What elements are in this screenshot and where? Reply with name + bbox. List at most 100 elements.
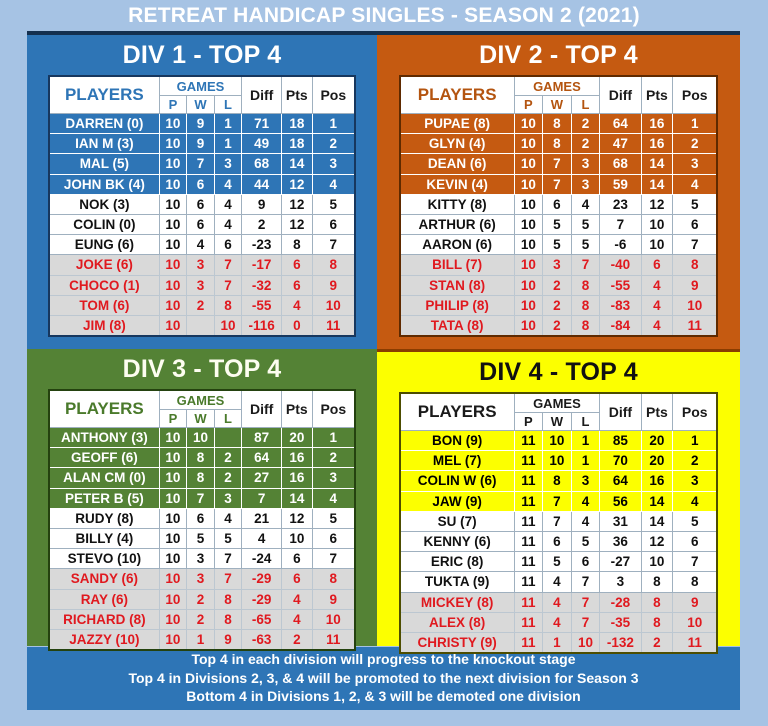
pos-cell: 3 bbox=[311, 467, 356, 489]
table-row: PUPAE (8) 10 8 2 64 16 1 bbox=[399, 112, 718, 135]
player-cell: TOM (6) bbox=[48, 294, 160, 316]
l-cell: 1 bbox=[570, 429, 601, 452]
l-cell: 6 bbox=[213, 234, 243, 256]
pts-cell: 12 bbox=[281, 193, 313, 215]
pos-cell: 10 bbox=[311, 294, 356, 316]
pts-cell: 12 bbox=[281, 213, 313, 236]
diff-cell: 7 bbox=[599, 213, 642, 236]
l-cell: 4 bbox=[570, 490, 601, 512]
lost-header: L bbox=[570, 95, 601, 114]
diff-cell: 70 bbox=[599, 450, 642, 472]
pts-cell: 2 bbox=[640, 631, 674, 654]
diff-cell: -35 bbox=[599, 611, 642, 633]
l-cell: 1 bbox=[213, 133, 243, 155]
pts-header: Pts bbox=[640, 392, 674, 431]
played-header: P bbox=[158, 95, 188, 114]
player-cell: SANDY (6) bbox=[48, 568, 160, 590]
p-cell: 10 bbox=[158, 153, 188, 175]
table-row: KENNY (6) 11 6 5 36 12 6 bbox=[399, 530, 718, 553]
diff-cell: 7 bbox=[241, 487, 283, 509]
games-header: GAMES bbox=[158, 75, 243, 96]
player-cell: STEVO (10) bbox=[48, 548, 160, 570]
l-cell: 4 bbox=[213, 193, 243, 215]
pos-header: Pos bbox=[672, 75, 718, 114]
pts-cell: 18 bbox=[281, 112, 313, 135]
lost-header: L bbox=[570, 412, 601, 431]
won-header: W bbox=[542, 95, 572, 114]
p-cell: 11 bbox=[513, 551, 544, 573]
diff-cell: 36 bbox=[599, 530, 642, 553]
pos-cell: 3 bbox=[672, 470, 718, 492]
l-cell: 4 bbox=[570, 510, 601, 532]
footer-notes: Top 4 in each division will progress to … bbox=[27, 647, 740, 710]
division-2-title: DIV 2 - TOP 4 bbox=[479, 41, 638, 69]
pts-cell: 10 bbox=[640, 213, 674, 236]
player-cell: DEAN (6) bbox=[399, 153, 515, 175]
p-cell: 10 bbox=[158, 487, 188, 509]
player-cell: BON (9) bbox=[399, 429, 515, 452]
w-cell: 3 bbox=[186, 254, 215, 276]
pts-cell: 6 bbox=[281, 254, 313, 276]
diff-header: Diff bbox=[599, 392, 642, 431]
pts-cell: 6 bbox=[281, 568, 313, 590]
pos-cell: 1 bbox=[311, 112, 356, 135]
division-1-table: PLAYERS GAMES Diff Pts Pos P W L DARREN … bbox=[48, 75, 356, 338]
pos-cell: 6 bbox=[311, 213, 356, 236]
pts-cell: 20 bbox=[640, 429, 674, 452]
w-cell: 8 bbox=[542, 112, 572, 135]
pos-cell: 4 bbox=[672, 490, 718, 512]
l-cell: 9 bbox=[213, 628, 243, 651]
pts-cell: 0 bbox=[281, 314, 313, 337]
player-cell: ALEX (8) bbox=[399, 611, 515, 633]
diff-cell: -40 bbox=[599, 254, 642, 276]
player-cell: JOKE (6) bbox=[48, 254, 160, 276]
table-row: DARREN (0) 10 9 1 71 18 1 bbox=[48, 112, 356, 135]
p-cell: 10 bbox=[158, 467, 188, 489]
player-cell: KITTY (8) bbox=[399, 193, 515, 215]
w-cell: 2 bbox=[542, 294, 572, 316]
pos-cell: 7 bbox=[311, 548, 356, 570]
footer-line-3: Bottom 4 in Divisions 1, 2, & 3 will be … bbox=[186, 688, 581, 704]
table-row: RAY (6) 10 2 8 -29 4 9 bbox=[48, 588, 356, 610]
pos-cell: 9 bbox=[672, 591, 718, 613]
pos-cell: 5 bbox=[672, 193, 718, 215]
pts-cell: 6 bbox=[281, 548, 313, 570]
player-cell: RICHARD (8) bbox=[48, 608, 160, 630]
pts-cell: 8 bbox=[640, 611, 674, 633]
table-row: MAL (5) 10 7 3 68 14 3 bbox=[48, 153, 356, 175]
l-cell: 4 bbox=[213, 173, 243, 195]
p-cell: 10 bbox=[513, 173, 544, 195]
l-cell: 1 bbox=[213, 112, 243, 135]
p-cell: 11 bbox=[513, 450, 544, 472]
player-cell: CHOCO (1) bbox=[48, 274, 160, 296]
p-cell: 10 bbox=[513, 213, 544, 236]
p-cell: 10 bbox=[158, 628, 188, 651]
w-cell: 2 bbox=[542, 314, 572, 337]
w-cell: 2 bbox=[186, 608, 215, 630]
won-header: W bbox=[186, 409, 215, 428]
won-header: W bbox=[186, 95, 215, 114]
l-cell: 7 bbox=[213, 254, 243, 276]
pts-cell: 16 bbox=[640, 133, 674, 155]
page-title: RETREAT HANDICAP SINGLES - SEASON 2 (202… bbox=[128, 4, 640, 27]
player-cell: JAW (9) bbox=[399, 490, 515, 512]
player-cell: JOHN BK (4) bbox=[48, 173, 160, 195]
games-header: GAMES bbox=[158, 389, 243, 410]
w-cell: 7 bbox=[542, 153, 572, 175]
pos-cell: 5 bbox=[311, 507, 356, 529]
diff-header: Diff bbox=[241, 75, 283, 114]
diff-cell: 2 bbox=[241, 213, 283, 236]
p-cell: 10 bbox=[158, 568, 188, 590]
division-2-panel: DIV 2 - TOP 4 PLAYERS GAMES Diff Pts Pos… bbox=[377, 31, 740, 349]
table-row: CHRISTY (9) 11 1 10 -132 2 11 bbox=[399, 631, 718, 654]
pts-cell: 12 bbox=[640, 530, 674, 553]
table-row: CHOCO (1) 10 3 7 -32 6 9 bbox=[48, 274, 356, 296]
player-cell: IAN M (3) bbox=[48, 133, 160, 155]
diff-cell: -27 bbox=[599, 551, 642, 573]
l-cell: 3 bbox=[570, 173, 601, 195]
player-cell: RAY (6) bbox=[48, 588, 160, 610]
l-cell: 7 bbox=[570, 591, 601, 613]
pts-cell: 6 bbox=[640, 254, 674, 276]
w-cell: 7 bbox=[542, 173, 572, 195]
p-cell: 10 bbox=[158, 234, 188, 256]
